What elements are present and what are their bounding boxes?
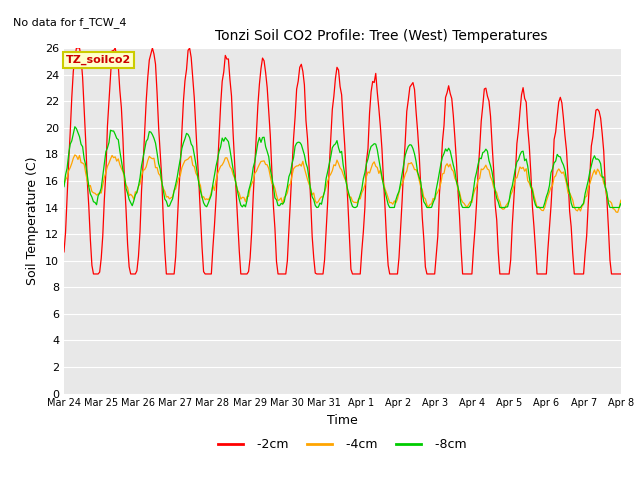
Legend:  -2cm,  -4cm,  -8cm: -2cm, -4cm, -8cm	[213, 433, 472, 456]
Title: Tonzi Soil CO2 Profile: Tree (West) Temperatures: Tonzi Soil CO2 Profile: Tree (West) Temp…	[215, 29, 548, 43]
Text: No data for f_TCW_4: No data for f_TCW_4	[13, 17, 126, 28]
Y-axis label: Soil Temperature (C): Soil Temperature (C)	[26, 156, 39, 285]
X-axis label: Time: Time	[327, 414, 358, 427]
Text: TZ_soilco2: TZ_soilco2	[66, 55, 131, 65]
